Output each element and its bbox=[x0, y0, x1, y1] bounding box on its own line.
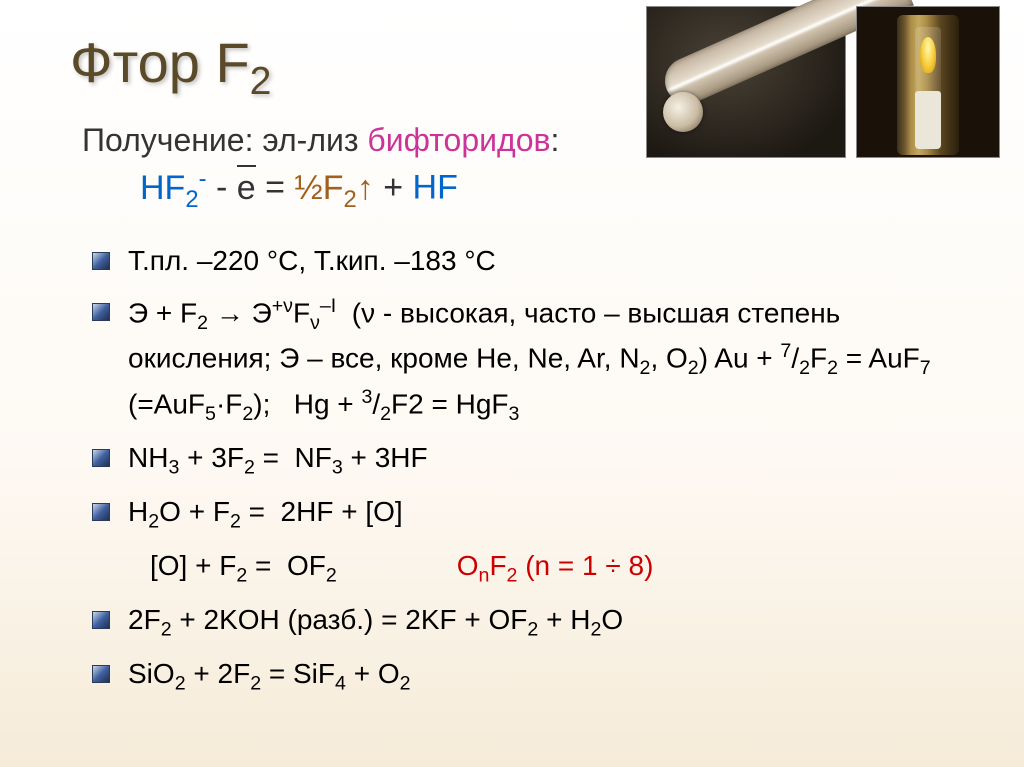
bullet-text: H2O + F2 = 2HF + [O] bbox=[128, 492, 974, 536]
eq-lhs: HF2- bbox=[140, 169, 207, 207]
bullet-item: H2O + F2 = 2HF + [O] bbox=[92, 492, 974, 536]
vial-yellow-sample bbox=[920, 37, 936, 73]
bullet-item: Т.пл. –220 °С, Т.кип. –183 °С bbox=[92, 241, 974, 282]
photo-glass-tube bbox=[646, 6, 846, 158]
vial-white-powder bbox=[915, 91, 941, 149]
subtitle-method: эл-лиз bbox=[262, 122, 367, 158]
bullet-item: SiO2 + 2F2 = SiF4 + O2 bbox=[92, 654, 974, 698]
bullet-square-icon bbox=[92, 611, 110, 629]
bullet-item: NH3 + 3F2 = NF3 + 3HF bbox=[92, 438, 974, 482]
photo-vial-sample bbox=[856, 6, 1000, 158]
bullet-text: Т.пл. –220 °С, Т.кип. –183 °С bbox=[128, 241, 974, 282]
subtitle-highlight: бифторидов bbox=[367, 122, 550, 158]
bullet-item: 2F2 + 2KOH (разб.) = 2KF + OF2 + H2O bbox=[92, 600, 974, 644]
eq-plus: + bbox=[374, 169, 413, 207]
vial-body bbox=[897, 15, 959, 155]
bullet-square-icon bbox=[92, 449, 110, 467]
tube-open-end bbox=[663, 92, 703, 132]
bullet-square-icon bbox=[92, 252, 110, 270]
eq-mid: - e = bbox=[207, 169, 295, 207]
main-equation: HF2- - e = ½F2↑ + HF bbox=[140, 165, 974, 213]
bullet-text: Э + F2 → Э+νFν–I (ν - высокая, часто – в… bbox=[128, 292, 974, 428]
bullet-text: 2F2 + 2KOH (разб.) = 2KF + OF2 + H2O bbox=[128, 600, 974, 644]
subtitle-prefix: Получение: bbox=[82, 122, 262, 158]
subtitle-suffix: : bbox=[550, 122, 559, 158]
eq-product-f2: ½F2↑ bbox=[294, 169, 373, 207]
eq-product-hf: HF bbox=[413, 169, 458, 207]
bullet-square-icon bbox=[92, 665, 110, 683]
bullet-item: Э + F2 → Э+νFν–I (ν - высокая, часто – в… bbox=[92, 292, 974, 428]
bullet-text: NH3 + 3F2 = NF3 + 3HF bbox=[128, 438, 974, 482]
indented-line: [O] + F2 = OF2OnF2 (n = 1 ÷ 8) bbox=[150, 546, 974, 590]
slide: Фтор F2 Получение: эл-лиз бифторидов: HF… bbox=[0, 0, 1024, 767]
bullet-square-icon bbox=[92, 303, 110, 321]
bullet-square-icon bbox=[92, 503, 110, 521]
bullet-text: SiO2 + 2F2 = SiF4 + O2 bbox=[128, 654, 974, 698]
bullet-list: Т.пл. –220 °С, Т.кип. –183 °С Э + F2 → Э… bbox=[92, 241, 974, 698]
